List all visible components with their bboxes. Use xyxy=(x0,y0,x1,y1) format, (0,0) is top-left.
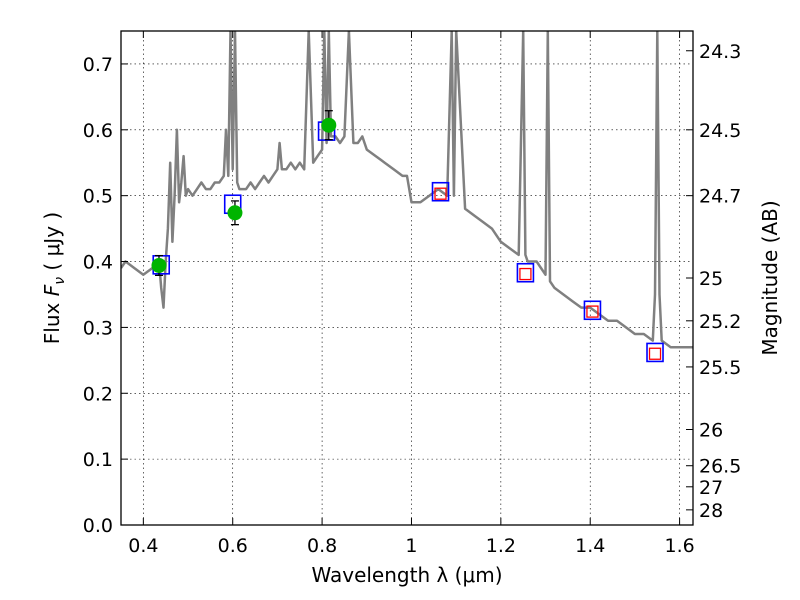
model-photometry-square xyxy=(646,342,664,363)
y2-tick-label: 24.3 xyxy=(699,41,741,63)
axes-frame xyxy=(120,30,694,526)
y2-tick-label: 28 xyxy=(699,500,723,522)
limit-square xyxy=(434,187,447,200)
x-axis-label: Wavelength λ (μm) xyxy=(311,563,502,587)
x-tick-label: 1.2 xyxy=(486,535,516,557)
y2-tick-label: 24.5 xyxy=(699,120,741,142)
x-tick-label: 0.6 xyxy=(218,535,248,557)
y-tick-label: 0.5 xyxy=(83,186,113,208)
y-tick-label: 0.0 xyxy=(83,515,113,537)
limit-square xyxy=(648,347,662,360)
y-tick-label: 0.2 xyxy=(83,383,113,405)
spectrum-line xyxy=(121,31,693,349)
limit-square xyxy=(519,267,532,281)
y2-tick-label: 25.5 xyxy=(699,357,741,379)
model-photometry-square xyxy=(431,181,450,202)
x-tick-label: 1 xyxy=(405,535,417,557)
axis-ticks xyxy=(121,31,693,526)
y2-tick-label: 25 xyxy=(699,268,723,290)
limit-square xyxy=(586,305,599,318)
y-tick-label: 0.6 xyxy=(83,120,113,142)
model-photometry-square xyxy=(583,300,602,321)
plot-area xyxy=(121,31,693,363)
y2-tick-label: 24.7 xyxy=(699,186,741,208)
y-tick-label: 0.7 xyxy=(83,54,113,76)
y2-tick-label: 26 xyxy=(699,419,723,441)
y2-tick-label: 27 xyxy=(699,477,723,499)
x-tick-label: 1.6 xyxy=(664,535,694,557)
y-tick-label: 0.3 xyxy=(83,317,113,339)
x-tick-label: 0.4 xyxy=(128,535,158,557)
model-photometry-square xyxy=(516,262,535,283)
y-tick-label: 0.4 xyxy=(83,252,113,274)
y2-tick-label: 26.5 xyxy=(699,456,741,478)
observed-point xyxy=(227,205,243,221)
grid-lines xyxy=(121,31,693,526)
y-axis-label: Flux Fν ( μJy ) xyxy=(40,212,68,344)
observed-point xyxy=(321,117,337,133)
x-tick-label: 1.4 xyxy=(575,535,605,557)
y-tick-label: 0.1 xyxy=(83,449,113,471)
x-tick-label: 0.8 xyxy=(307,535,337,557)
observed-point xyxy=(151,257,167,273)
axis-tick-labels: 0.4 0.6 0.8 1 1.2 1.4 1.6 0.0 0.1 0.2 0.3 0.4 0.5 0.6… xyxy=(83,41,742,557)
y2-tick-label: 25.2 xyxy=(699,311,741,333)
y2-axis-label: Magnitude (AB) xyxy=(758,200,782,355)
